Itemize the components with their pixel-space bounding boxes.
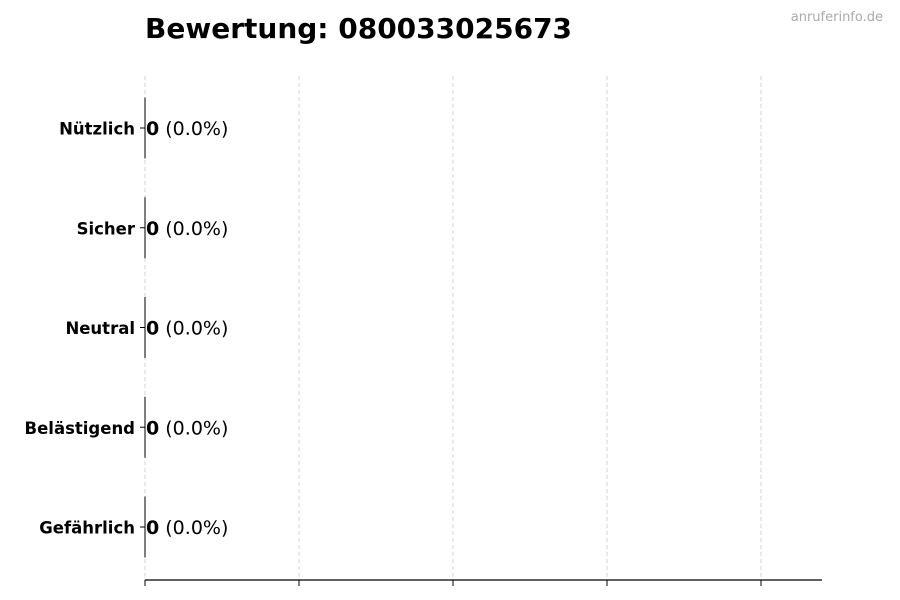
data-label-count: 0 xyxy=(146,218,159,240)
data-label: 0 (0.0%) xyxy=(146,318,228,340)
data-label-count: 0 xyxy=(146,118,159,140)
data-label-percent: (0.0%) xyxy=(159,417,228,439)
chart-title: Bewertung: 080033025673 xyxy=(145,12,573,45)
data-label-percent: (0.0%) xyxy=(159,218,228,240)
data-label-percent: (0.0%) xyxy=(159,517,228,539)
y-tick-label: Belästigend xyxy=(25,419,135,438)
y-tick-label: Gefährlich xyxy=(39,519,135,538)
data-label-count: 0 xyxy=(146,417,159,439)
watermark: anruferinfo.de xyxy=(790,10,883,25)
data-label-percent: (0.0%) xyxy=(159,318,228,340)
data-label: 0 (0.0%) xyxy=(146,517,228,539)
data-label-percent: (0.0%) xyxy=(159,118,228,140)
y-tick-label: Neutral xyxy=(65,319,135,338)
y-tick-label: Sicher xyxy=(77,219,136,238)
data-label: 0 (0.0%) xyxy=(146,118,228,140)
data-label: 0 (0.0%) xyxy=(146,218,228,240)
data-label: 0 (0.0%) xyxy=(146,417,228,439)
data-label-count: 0 xyxy=(146,517,159,539)
data-label-count: 0 xyxy=(146,318,159,340)
y-tick-label: Nützlich xyxy=(59,120,135,139)
